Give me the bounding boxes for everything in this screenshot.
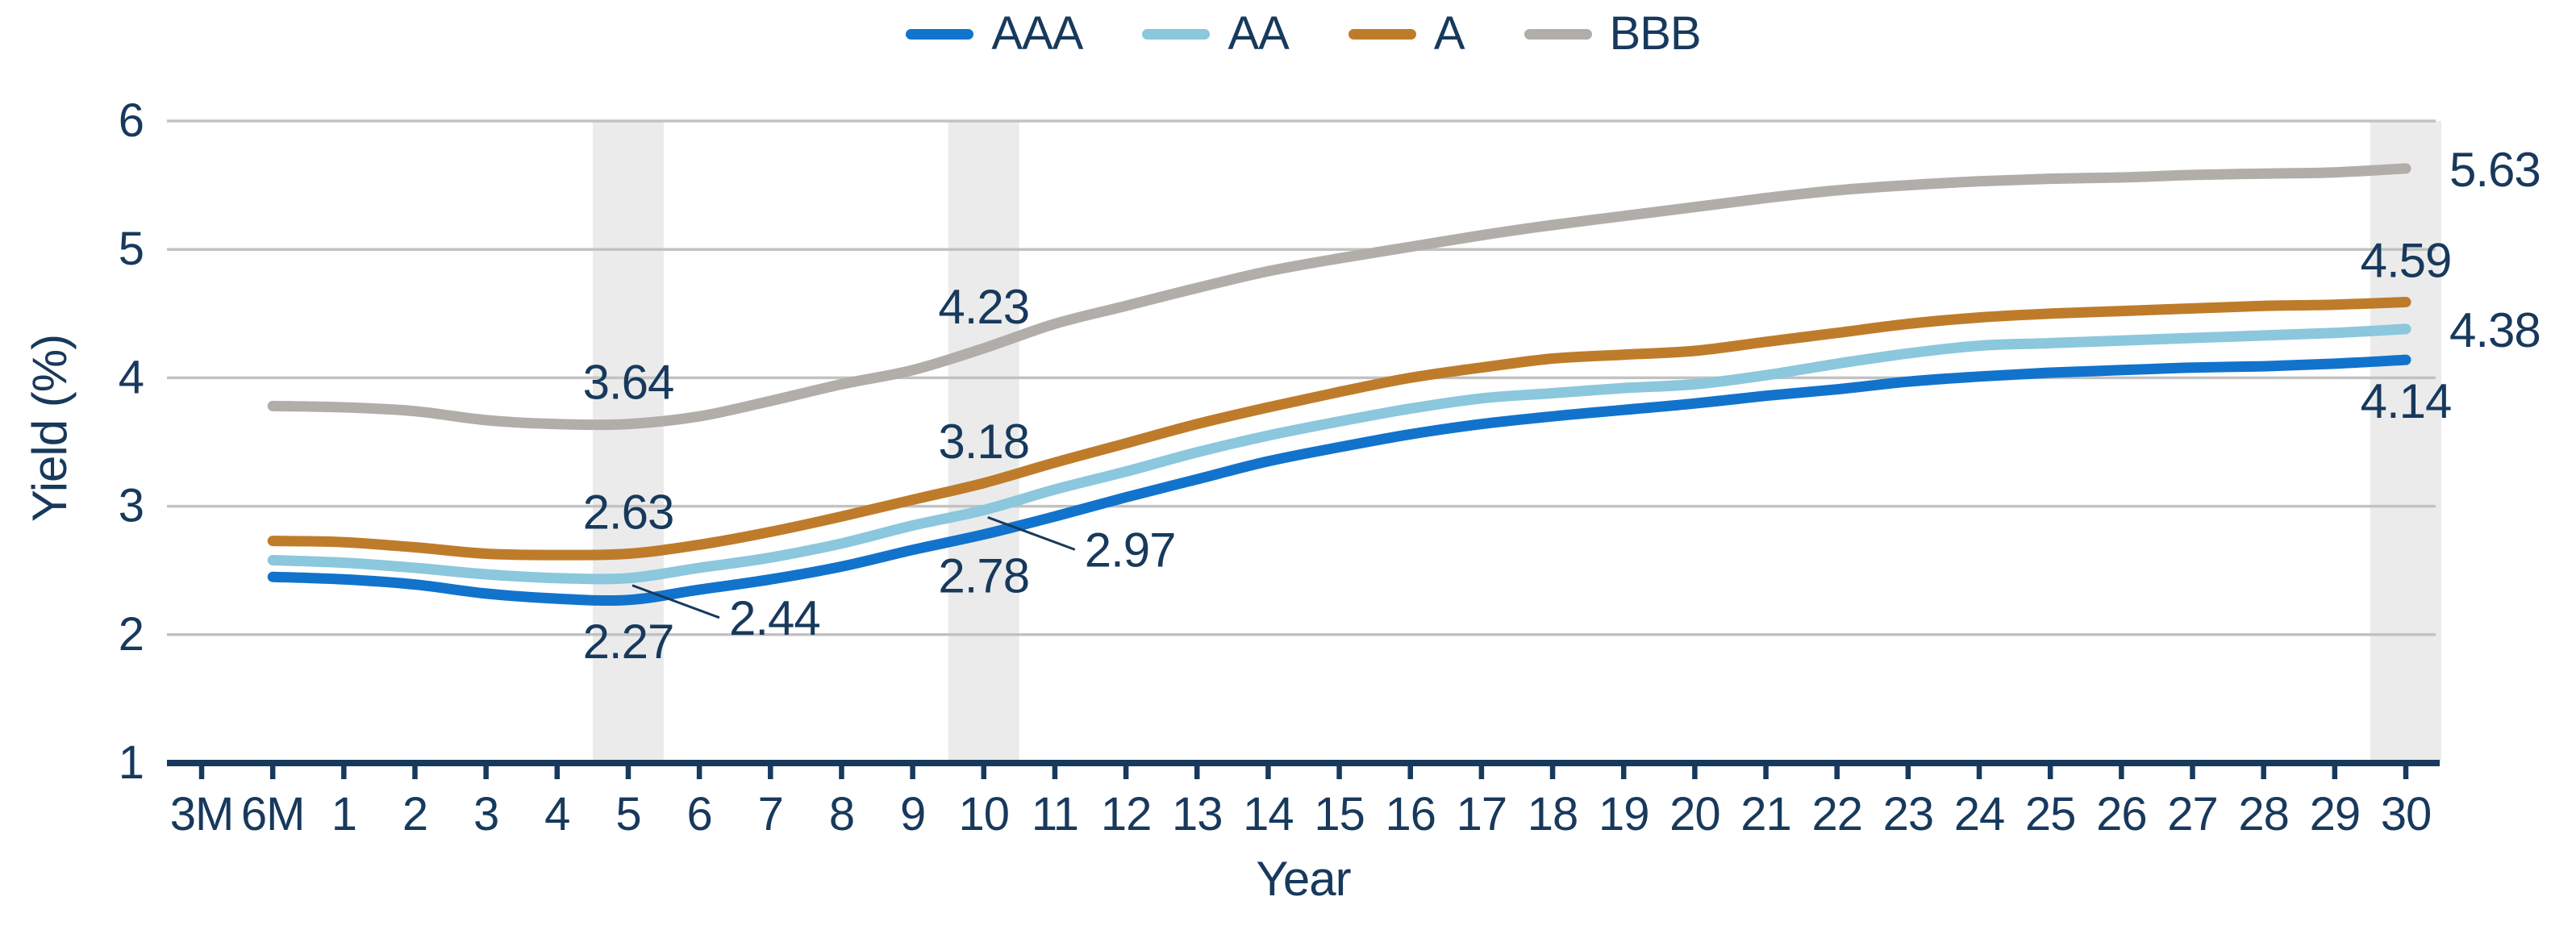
- x-tick-label-22: 22: [1811, 788, 1862, 840]
- x-tick-label-25: 25: [2025, 788, 2076, 840]
- x-tick-label-27: 27: [2167, 788, 2218, 840]
- x-axis-title: Year: [1256, 852, 1350, 906]
- legend-item-A: A: [1348, 10, 1465, 57]
- leader-line-AA-5: [631, 584, 720, 619]
- data-label-BBB-10: 4.23: [938, 280, 1029, 334]
- legend-label-A: A: [1433, 7, 1465, 60]
- legend-item-AA: AA: [1142, 7, 1290, 60]
- y-tick-label-3: 3: [119, 480, 144, 532]
- x-tick-label-3: 3: [473, 788, 498, 840]
- y-axis-title: Yield (%): [23, 335, 77, 522]
- x-tick-label-2: 2: [402, 788, 427, 840]
- x-tick-label-14: 14: [1243, 788, 1294, 840]
- data-label-AA-10: 2.97: [1085, 523, 1176, 577]
- data-label-A-5: 2.63: [583, 486, 674, 540]
- legend-item-BBB: BBB: [1524, 7, 1702, 60]
- y-tick-label-4: 4: [119, 351, 144, 403]
- x-tick-label-20: 20: [1669, 788, 1720, 840]
- x-tick-label-30: 30: [2381, 788, 2432, 840]
- x-tick-label-18: 18: [1528, 788, 1578, 840]
- y-tick-label-2: 2: [119, 608, 144, 661]
- x-tick-label-6: 6: [686, 788, 711, 840]
- x-tick-label-11: 11: [1032, 788, 1078, 840]
- x-tick-label-26: 26: [2096, 788, 2147, 840]
- data-label-AA-30: 4.38: [2449, 303, 2541, 357]
- leader-line-AA-10: [987, 515, 1076, 551]
- series-line-BBB: [267, 163, 2411, 431]
- x-tick-label-10: 10: [959, 788, 1010, 840]
- x-tick-label-1: 1: [331, 788, 356, 840]
- data-label-AAA-5: 2.27: [583, 615, 674, 669]
- y-tick-label-5: 5: [119, 223, 144, 275]
- x-tick-label-16: 16: [1385, 788, 1436, 840]
- legend-swatch-AAA: [906, 28, 974, 40]
- data-label-A-10: 3.18: [938, 415, 1029, 469]
- legend-label-AA: AA: [1228, 7, 1289, 60]
- x-tick-label-13: 13: [1172, 788, 1223, 840]
- x-tick-label-21: 21: [1740, 788, 1791, 840]
- x-tick-label-4: 4: [544, 788, 569, 840]
- legend-item-AAA: AAA: [906, 7, 1083, 60]
- data-label-BBB-30: 5.63: [2449, 143, 2541, 197]
- x-tick-label-19: 19: [1599, 788, 1649, 840]
- highlight-band-year-10: [948, 121, 1019, 763]
- data-label-AAA-10: 2.78: [938, 549, 1029, 603]
- legend-label-AAA: AAA: [991, 7, 1083, 60]
- x-tick-label-6M: 6M: [241, 788, 305, 840]
- x-tick-label-5: 5: [615, 788, 640, 840]
- data-label-BBB-5: 3.64: [583, 356, 674, 410]
- legend-swatch-BBB: [1524, 28, 1592, 40]
- series-line-A: [267, 297, 2411, 561]
- data-label-AAA-30: 4.14: [2361, 374, 2452, 428]
- legend-swatch-A: [1348, 28, 1416, 40]
- highlight-band-year-5: [592, 121, 664, 763]
- x-tick-label-28: 28: [2238, 788, 2289, 840]
- x-tick-label-23: 23: [1883, 788, 1934, 840]
- series-line-AAA: [267, 354, 2411, 607]
- x-tick-label-3M: 3M: [170, 788, 234, 840]
- x-tick-label-12: 12: [1101, 788, 1152, 840]
- legend: AAA AA A BBB: [167, 3, 2440, 65]
- legend-swatch-AA: [1142, 28, 1211, 40]
- y-tick-label-6: 6: [119, 94, 144, 147]
- data-label-A-30: 4.59: [2361, 233, 2452, 287]
- legend-label-BBB: BBB: [1609, 7, 1702, 60]
- series-line-AA: [267, 323, 2411, 585]
- data-label-AA-5: 2.44: [729, 591, 820, 645]
- highlight-band-year-30: [2370, 121, 2441, 763]
- x-tick-label-8: 8: [829, 788, 854, 840]
- x-tick-label-29: 29: [2310, 788, 2361, 840]
- x-tick-label-24: 24: [1954, 788, 2005, 840]
- y-tick-label-1: 1: [119, 736, 144, 789]
- x-tick-label-9: 9: [900, 788, 925, 840]
- x-tick-label-15: 15: [1314, 788, 1365, 840]
- x-tick-label-7: 7: [758, 788, 783, 840]
- x-tick-label-17: 17: [1457, 788, 1507, 840]
